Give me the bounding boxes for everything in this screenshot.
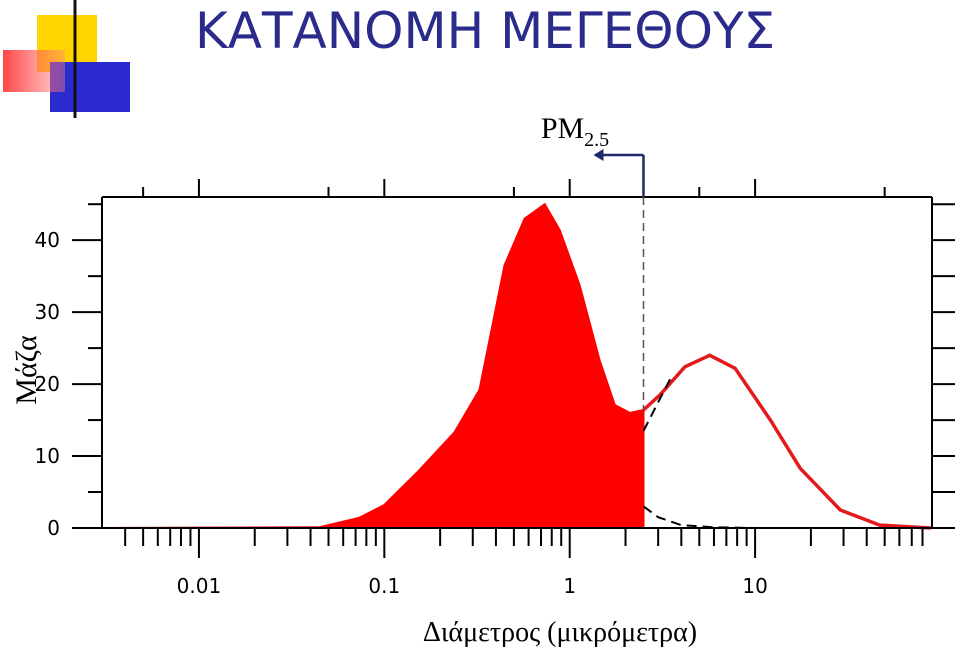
y-tick-label: 20 [35,372,60,396]
decoration [3,0,910,118]
annotation: PM2.5 [541,112,609,151]
x-axis-label: Διάμετρος (μικρόμετρα) [423,617,697,648]
x-tick-label: 0.1 [368,574,400,598]
line [642,505,932,529]
y-tick-label: 10 [35,444,60,468]
y-tick-label: 30 [35,300,60,324]
annotation-subscript: 2.5 [584,129,609,151]
x-tick-label: 1 [563,574,576,598]
x-tick-label: 0.01 [177,574,222,598]
y-tick-label: 40 [35,228,60,252]
line [642,377,672,432]
line [642,353,931,530]
plot: 0 10 20 30 40 0.01 0.1 1 10 [35,149,955,598]
y-tick-label: 0 [47,516,60,540]
area [101,202,645,529]
annotation-text: PM [541,112,584,145]
x-tick-label: 10 [742,574,767,598]
slide-title: ΚΑΤΑΝΟΜΗ ΜΕΓΕΘΟΥΣ [195,2,775,60]
cutoff-arrowhead [593,149,604,161]
y-axis-label: Μάζα [10,335,43,405]
